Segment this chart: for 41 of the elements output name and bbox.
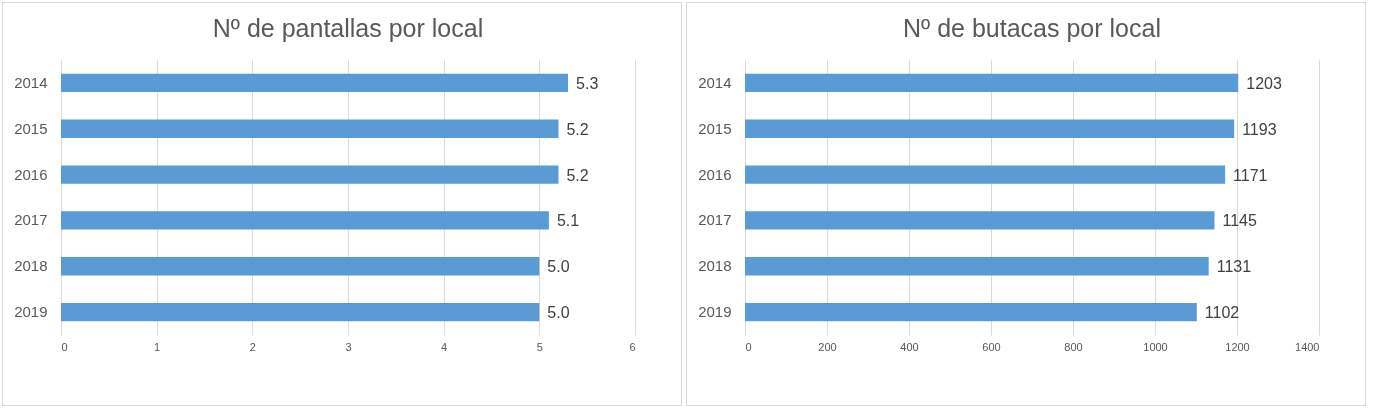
data-label: 1193 — [1242, 120, 1277, 138]
y-tick-label: 2019 — [698, 303, 732, 321]
data-label: 5.2 — [566, 120, 589, 138]
y-tick-label: 2017 — [698, 211, 732, 229]
y-tick-label: 2018 — [14, 257, 48, 275]
x-tick-label: 400 — [900, 340, 919, 353]
chart-title: Nº de butacas por local — [903, 14, 1161, 42]
x-tick-label: 1000 — [1143, 340, 1168, 353]
y-tick-label: 2019 — [14, 303, 48, 321]
y-tick-label: 2017 — [14, 211, 48, 229]
data-label: 5.0 — [547, 304, 570, 322]
y-tick-label: 2016 — [14, 165, 48, 183]
x-tick-label: 600 — [982, 340, 1001, 353]
data-label: 1102 — [1204, 304, 1240, 322]
y-tick-label: 2015 — [14, 119, 48, 137]
data-label: 1145 — [1222, 212, 1257, 230]
y-tick-label: 2018 — [698, 257, 732, 275]
x-tick-label: 800 — [1064, 340, 1083, 353]
x-tick-label: 0 — [61, 340, 68, 353]
x-tick-label: 1200 — [1225, 340, 1250, 353]
data-label: 5.2 — [566, 166, 589, 184]
x-tick-label: 0 — [745, 340, 752, 353]
y-tick-label: 2014 — [14, 73, 48, 91]
data-label: 1203 — [1246, 74, 1282, 92]
data-label: 1131 — [1216, 258, 1252, 276]
x-tick-label: 4 — [441, 340, 448, 353]
data-label: 5.3 — [576, 74, 599, 92]
chart-title: Nº de pantallas por local — [212, 14, 484, 42]
x-tick-label: 3 — [345, 340, 352, 353]
x-tick-label: 200 — [818, 340, 837, 353]
data-label: 1171 — [1233, 166, 1268, 184]
y-tick-label: 2016 — [698, 165, 732, 183]
x-tick-label: 6 — [629, 340, 636, 353]
x-tick-label: 2 — [249, 340, 256, 353]
x-tick-label: 5 — [536, 340, 543, 353]
y-tick-label: 2014 — [698, 73, 732, 91]
x-tick-label: 1400 — [1295, 340, 1320, 353]
x-tick-label: 1 — [154, 340, 161, 353]
y-tick-label: 2015 — [698, 119, 732, 137]
data-label: 5.1 — [556, 212, 580, 230]
data-label: 5.0 — [547, 258, 570, 276]
